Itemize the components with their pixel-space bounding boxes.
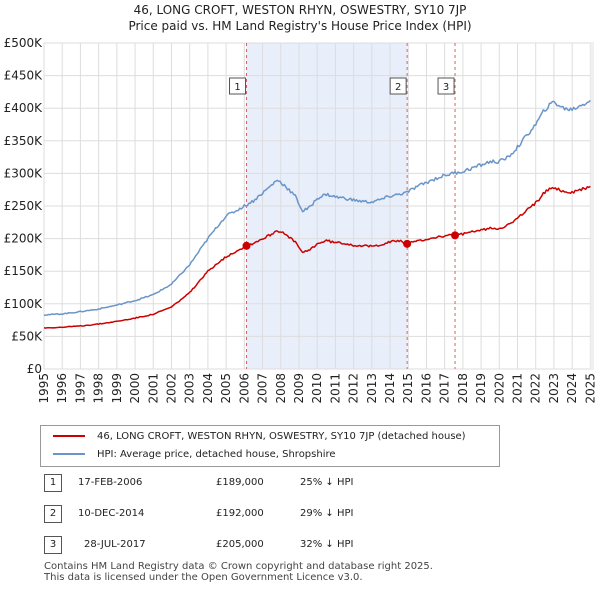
hpi-series-line: [43, 99, 591, 317]
y-tick-label: £400K: [4, 101, 44, 115]
x-tick-label: 2012: [347, 373, 361, 404]
x-tick-label: 2007: [256, 373, 270, 404]
sale-number: 2: [44, 505, 62, 523]
legend-label-hpi: HPI: Average price, detached house, Shro…: [97, 449, 336, 460]
y-tick-label: £100K: [4, 297, 44, 311]
x-tick-label: 2004: [201, 373, 215, 404]
sale-hpi-diff: 25% ↓ HPI: [300, 477, 354, 488]
footer-copyright: Contains HM Land Registry data © Crown c…: [44, 561, 433, 572]
y-tick-label: £500K: [4, 36, 44, 50]
sale-point: [403, 239, 412, 248]
x-tick-label: 1995: [37, 373, 51, 404]
sale-hpi-diff: 29% ↓ HPI: [300, 508, 354, 519]
y-tick-label: £450K: [4, 69, 44, 83]
sale-price: £205,000: [216, 539, 264, 550]
x-tick-label: 2024: [565, 373, 579, 404]
sale-label-number: 1: [234, 82, 240, 93]
x-tick-label: 2000: [128, 373, 142, 404]
sale-label-box: [437, 77, 455, 95]
x-tick-label: 2011: [328, 373, 342, 404]
sale-number: 1: [44, 474, 62, 492]
sale-number: 3: [44, 536, 62, 554]
y-tick-label: £300K: [4, 166, 44, 180]
sale-price: £189,000: [216, 477, 264, 488]
property-series-line: [43, 185, 591, 329]
y-tick-label: £0: [27, 362, 42, 376]
chart-subtitle: Price paid vs. HM Land Registry's House …: [128, 19, 472, 33]
future-region: [590, 43, 594, 369]
x-tick-label: 2021: [511, 373, 525, 404]
x-tick-label: 2018: [456, 373, 470, 404]
sale-label-number: 3: [443, 82, 449, 93]
x-tick-label: 2017: [438, 373, 452, 404]
x-tick-label: 2009: [292, 373, 306, 404]
x-tick-label: 1998: [92, 373, 106, 404]
legend-swatch-hpi: [53, 453, 85, 455]
x-tick-label: 2002: [164, 373, 178, 404]
x-tick-label: 2001: [146, 373, 160, 404]
y-tick-label: £200K: [4, 232, 44, 246]
chart-title: 46, LONG CROFT, WESTON RHYN, OSWESTRY, S…: [133, 3, 467, 17]
x-tick-label: 2016: [419, 373, 433, 404]
legend-label-property: 46, LONG CROFT, WESTON RHYN, OSWESTRY, S…: [97, 431, 466, 442]
x-tick-label: 2010: [310, 373, 324, 404]
x-tick-label: 2015: [401, 373, 415, 404]
x-tick-label: 1997: [73, 373, 87, 404]
x-tick-label: 2020: [492, 373, 506, 404]
x-tick-label: 2025: [583, 373, 597, 404]
x-tick-label: 2008: [274, 373, 288, 404]
sale-label-box: [229, 77, 247, 95]
sale-hpi-diff: 32% ↓ HPI: [300, 539, 354, 550]
footer-licence: This data is licensed under the Open Gov…: [44, 572, 363, 583]
x-tick-label: 1996: [55, 373, 69, 404]
y-tick-label: £50K: [11, 329, 43, 343]
sale-label-number: 2: [395, 82, 401, 93]
price-chart: 1 2 3 £0 £50K £100K £150K £200K £250K £300K £350K…: [4, 36, 598, 404]
x-tick-label: 2014: [383, 373, 397, 404]
y-tick-label: £350K: [4, 134, 44, 148]
legend-swatch-property: [53, 435, 85, 437]
x-tick-label: 2006: [237, 373, 251, 404]
sale-date: 17-FEB-2006: [78, 477, 143, 488]
sale-point: [451, 231, 460, 240]
x-tick-label: 2013: [365, 373, 379, 404]
x-tick-label: 2019: [474, 373, 488, 404]
x-tick-label: 2022: [529, 373, 543, 404]
y-tick-label: £250K: [4, 199, 44, 213]
y-tick-label: £150K: [4, 264, 44, 278]
x-tick-label: 2003: [183, 373, 197, 404]
x-tick-label: 1999: [110, 373, 124, 404]
sale-price: £192,000: [216, 508, 264, 519]
sale-date: 28-JUL-2017: [84, 539, 146, 550]
legend-item-property: 46, LONG CROFT, WESTON RHYN, OSWESTRY, S…: [53, 429, 466, 445]
legend: 46, LONG CROFT, WESTON RHYN, OSWESTRY, S…: [40, 425, 500, 467]
legend-item-hpi: HPI: Average price, detached house, Shro…: [53, 447, 336, 463]
sale-date: 10-DEC-2014: [78, 508, 145, 519]
sale-point: [242, 241, 251, 250]
x-tick-label: 2023: [547, 373, 561, 404]
sale-label-box: [389, 77, 407, 95]
x-tick-label: 2005: [219, 373, 233, 404]
